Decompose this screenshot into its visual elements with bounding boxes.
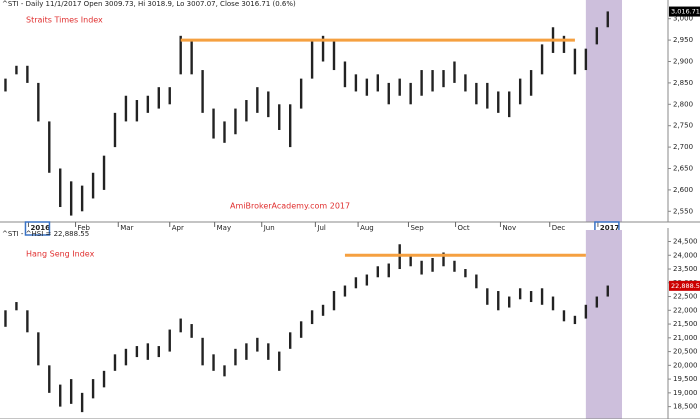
year-box	[24, 221, 51, 236]
y-tick-label: 2,850	[673, 79, 693, 87]
y-tick-label: 20,500	[673, 348, 698, 356]
highlight-band	[585, 230, 623, 419]
x-tick-label: Dec	[552, 224, 566, 232]
y-tick-label: 2,650	[673, 165, 693, 173]
x-tick-label: Aug	[360, 224, 374, 232]
panel-title: Hang Seng Index	[26, 250, 95, 259]
y-tick-label: 2,750	[673, 122, 693, 130]
y-tick-label: 18,500	[673, 403, 698, 411]
y-tick-label: 22,000	[673, 306, 698, 314]
y-tick-label: 2,600	[673, 186, 693, 194]
y-tick-label: 19,500	[673, 375, 698, 383]
y-tick-label: 19,000	[673, 389, 698, 397]
y-tick-label: 2,800	[673, 100, 693, 108]
x-tick-label: Jun	[263, 224, 275, 232]
x-tick-label: Apr	[172, 224, 184, 232]
y-tick-label: 3,000	[673, 15, 693, 23]
x-tick-label: Mar	[120, 224, 133, 232]
y-tick-label: 24,500	[673, 238, 698, 246]
last-value-badge	[669, 6, 700, 17]
x-tick-label: Oct	[458, 224, 470, 232]
y-tick-label: 2,550	[673, 207, 693, 215]
last-value-label: 3,016.71	[671, 8, 700, 16]
y-tick-label: 21,500	[673, 320, 698, 328]
watermark: AmiBrokerAcademy.com 2017	[230, 202, 350, 211]
panel-header: ^STI - ^HSI = 22,888.55	[2, 230, 89, 238]
x-tick-label: Jul	[316, 224, 326, 232]
x-tick-label: Sep	[410, 224, 424, 232]
y-tick-label: 23,500	[673, 265, 698, 273]
y-tick-label: 2,900	[673, 58, 693, 66]
highlight-band	[585, 0, 623, 222]
x-tick-label: Nov	[502, 224, 516, 232]
x-tick-label: 2017	[600, 224, 620, 232]
panel-title: Straits Times Index	[26, 16, 103, 25]
x-tick-label: Feb	[78, 224, 91, 232]
y-tick-label: 21,000	[673, 334, 698, 342]
last-value-badge	[669, 280, 700, 291]
y-tick-label: 22,500	[673, 293, 698, 301]
y-tick-label: 24,000	[673, 251, 698, 259]
panel-header: ^STI - Daily 11/1/2017 Open 3009.73, Hi …	[2, 0, 296, 8]
x-tick-label: 2016	[30, 224, 50, 232]
last-value-label: 22,888.55	[671, 282, 700, 290]
y-tick-label: 2,950	[673, 36, 693, 44]
y-tick-label: 20,000	[673, 361, 698, 369]
y-tick-label: 2,700	[673, 143, 693, 151]
x-tick-label: May	[217, 224, 231, 232]
